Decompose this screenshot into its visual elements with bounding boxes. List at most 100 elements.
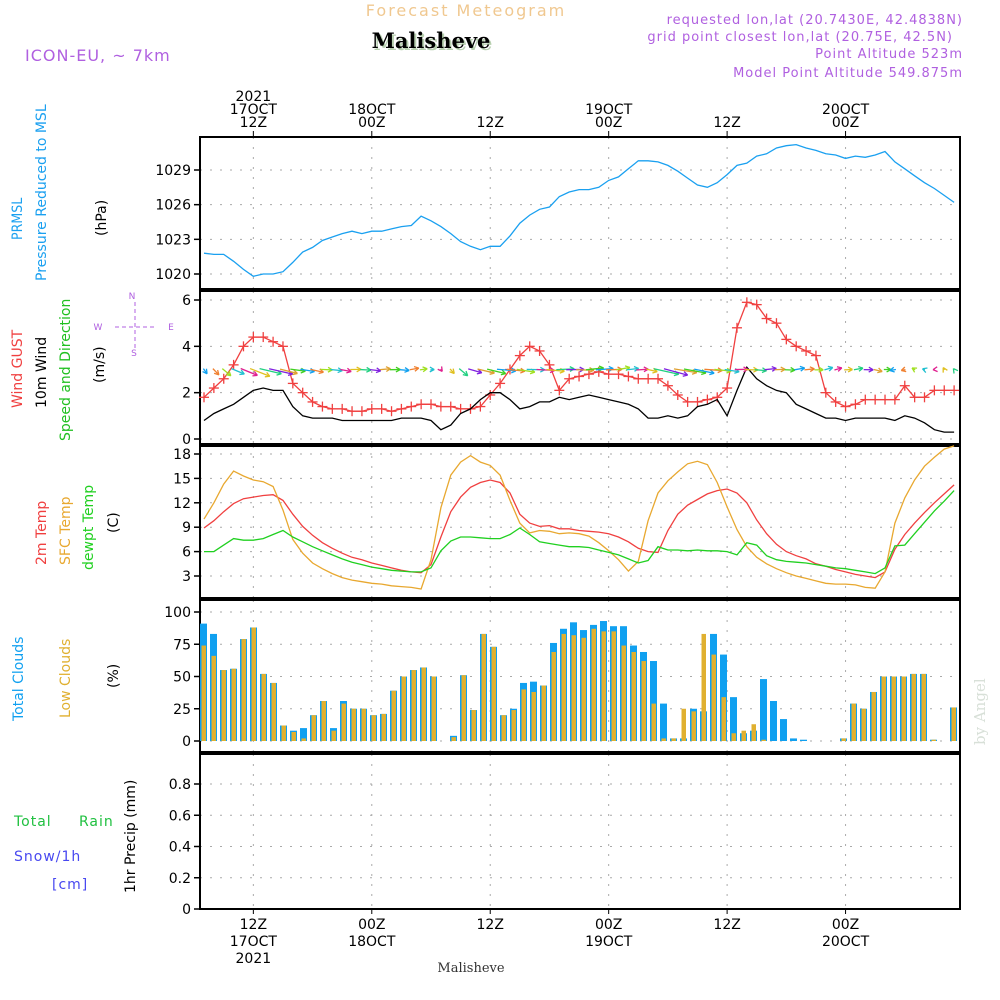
wind-arrow-shaft bbox=[764, 367, 777, 371]
wind-arrow-shaft bbox=[626, 367, 639, 371]
bar-low-clouds bbox=[231, 668, 236, 741]
wind-arrow-head bbox=[452, 368, 455, 374]
gust-marker bbox=[870, 394, 881, 405]
gust-marker bbox=[603, 369, 614, 380]
precip-axis-label: 1hr Precip (mm) bbox=[123, 780, 139, 893]
wind-arrow bbox=[952, 367, 959, 374]
bar-low-clouds bbox=[631, 651, 636, 741]
bar-total-clouds bbox=[770, 701, 777, 741]
wind-arrow bbox=[853, 365, 864, 372]
wind-arrow bbox=[389, 366, 401, 373]
wind-arrow-head bbox=[440, 366, 443, 372]
gust-marker bbox=[682, 396, 693, 407]
wind-arrow-head bbox=[501, 369, 507, 375]
y-tick-label: 18 bbox=[173, 447, 191, 463]
bar-low-clouds bbox=[701, 633, 706, 741]
gust-marker bbox=[445, 401, 456, 412]
bar-low-clouds bbox=[861, 708, 866, 741]
bar-low-clouds bbox=[881, 676, 886, 741]
wind-arrow-head bbox=[901, 369, 907, 373]
wind-arrow-head bbox=[287, 373, 293, 377]
bottom-axis-label: 12Z bbox=[240, 917, 267, 933]
wind-arrow-head bbox=[395, 368, 401, 373]
bar-low-clouds bbox=[421, 667, 426, 741]
wind-arrow-shaft bbox=[231, 368, 245, 375]
panel-wind: 0 2 4 6 bbox=[182, 290, 961, 448]
bar-low-clouds bbox=[521, 689, 526, 741]
wind-arrow bbox=[694, 368, 715, 376]
y-tick-label: 0.2 bbox=[169, 871, 191, 887]
bar-low-clouds bbox=[651, 703, 656, 741]
wind-arrow-head bbox=[771, 365, 777, 370]
bar-low-clouds bbox=[531, 691, 536, 741]
total-label: Total bbox=[13, 814, 52, 830]
gust-marker bbox=[771, 318, 782, 329]
wind-arrow bbox=[449, 368, 455, 375]
bar-total-clouds bbox=[760, 679, 767, 741]
wind-arrow-shaft bbox=[458, 368, 469, 377]
wind-arrow bbox=[486, 368, 507, 376]
wind-arrow-shaft bbox=[477, 368, 495, 374]
wind-arrow-head bbox=[476, 372, 482, 375]
wind-arrow-shaft bbox=[636, 368, 649, 371]
wind-arrow-head bbox=[953, 367, 959, 372]
bar-low-clouds bbox=[381, 713, 386, 741]
cloud-labels: Total Clouds Low Clouds (%) bbox=[11, 637, 122, 722]
y-tick-label: 0 bbox=[182, 734, 191, 750]
wind-arrow-shaft bbox=[290, 368, 306, 372]
wind-arrow-head bbox=[589, 369, 595, 373]
wind-arrow-shaft bbox=[212, 368, 220, 376]
gust-marker bbox=[406, 401, 417, 412]
gust-marker bbox=[208, 383, 219, 394]
bar-low-clouds bbox=[461, 675, 466, 741]
wind-arrow-shaft bbox=[794, 367, 805, 371]
gust-marker bbox=[653, 373, 664, 384]
bar-low-clouds bbox=[331, 730, 336, 741]
wind-10m-label: 10m Wind bbox=[34, 337, 50, 408]
gust-marker bbox=[386, 406, 397, 417]
sfc-label: SFC Temp bbox=[58, 496, 74, 565]
gust-marker bbox=[327, 403, 338, 414]
bar-low-clouds bbox=[541, 685, 546, 741]
product-title: Forecast Meteogram bbox=[366, 1, 566, 20]
bar-total-clouds bbox=[800, 739, 807, 741]
wind-arrow-head bbox=[837, 367, 843, 372]
bottom-axis-label: 17OCT bbox=[230, 934, 278, 950]
watermark: by Angel bbox=[971, 678, 989, 745]
wind-arrow bbox=[911, 367, 918, 373]
wind-arrow bbox=[824, 365, 834, 372]
wind-arrow-shaft bbox=[310, 368, 324, 373]
wind-arrow-head bbox=[465, 370, 469, 376]
bar-low-clouds bbox=[361, 708, 366, 741]
wind-arrow-head bbox=[292, 372, 298, 376]
gust-marker bbox=[830, 396, 841, 407]
wind-arrow-head bbox=[800, 367, 806, 372]
series-line-prmsl bbox=[203, 143, 955, 277]
bar-total-clouds bbox=[650, 661, 657, 741]
gust-marker bbox=[277, 341, 288, 352]
bar-low-clouds bbox=[911, 673, 916, 741]
y-tick-label: 1020 bbox=[155, 267, 191, 283]
wind-arrow bbox=[279, 368, 298, 376]
gust-marker bbox=[909, 392, 920, 403]
series-line-dewpt-temp bbox=[204, 490, 955, 575]
wind-arrow-shaft bbox=[663, 368, 688, 376]
top-axis-label: 00Z bbox=[358, 115, 385, 131]
wind-arrow-shaft bbox=[221, 368, 232, 377]
gust-marker bbox=[791, 341, 802, 352]
location-title-front: Malisheve bbox=[372, 28, 491, 53]
gust-marker bbox=[514, 350, 525, 361]
bar-low-clouds bbox=[221, 670, 226, 741]
bar-low-clouds bbox=[581, 637, 586, 741]
y-tick-label: 0.8 bbox=[169, 777, 191, 793]
bar-low-clouds bbox=[341, 703, 346, 741]
wind-arrow-shaft bbox=[754, 369, 767, 372]
wind-arrow bbox=[900, 366, 907, 373]
gust-marker bbox=[850, 399, 861, 410]
gust-marker bbox=[475, 401, 486, 412]
gust-marker bbox=[534, 345, 545, 356]
temp-labels: 2m Temp SFC Temp dewpt Temp (C) bbox=[34, 485, 122, 570]
gust-marker bbox=[899, 380, 910, 391]
gust-marker bbox=[238, 341, 249, 352]
bar-low-clouds bbox=[921, 673, 926, 741]
